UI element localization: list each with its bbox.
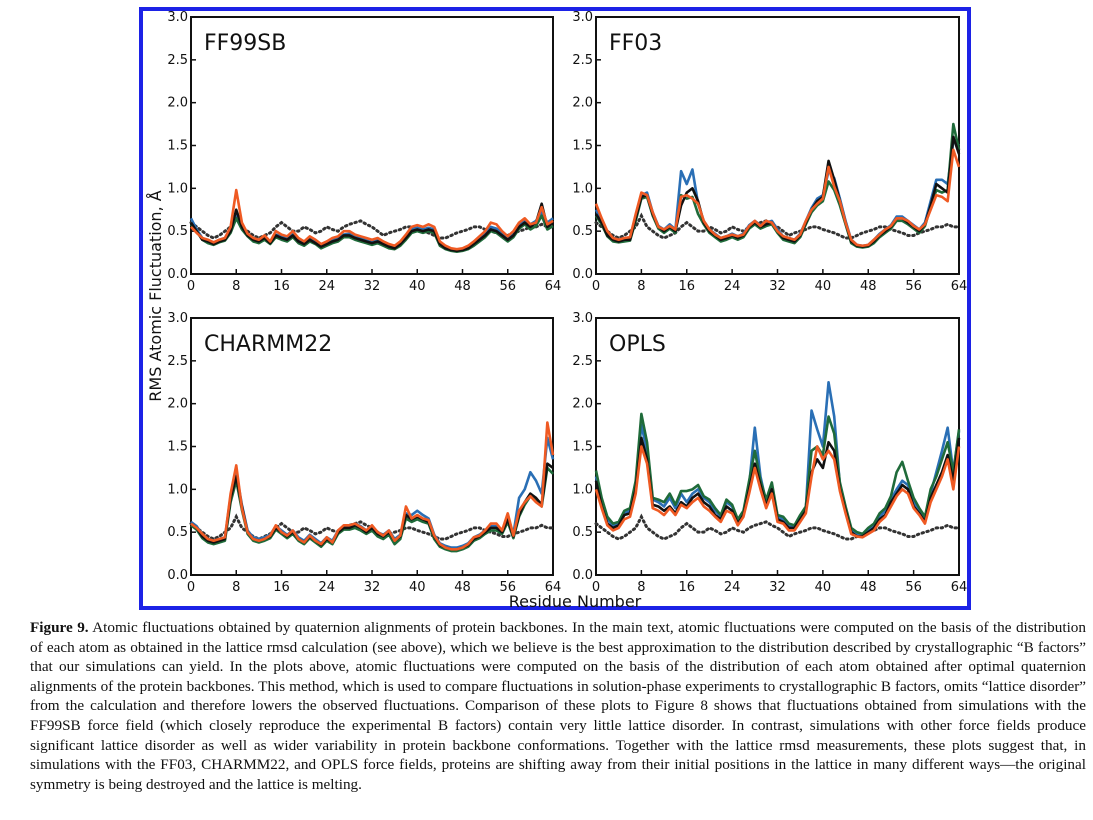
x-tick-label: 32 [364,580,381,595]
x-tick-label: 16 [273,580,290,595]
x-tick-label: 64 [545,279,562,294]
x-tick-label: 32 [769,279,786,294]
series-orange [594,445,961,539]
y-tick-label: 1.5 [572,440,593,455]
y-tick-label: 1.0 [167,181,188,196]
x-tick-label: 24 [318,279,335,294]
x-tick-label: 32 [769,580,786,595]
series-reference-dotted [594,212,961,240]
y-tick-label: 1.5 [572,139,593,154]
y-tick-label: 1.0 [572,181,593,196]
figure-frame [139,7,971,610]
y-tick-label: 1.5 [167,139,188,154]
y-tick-label: 2.5 [167,53,188,68]
series-orange [190,188,554,251]
x-tick-label: 16 [678,279,695,294]
y-tick-label: 1.0 [167,482,188,497]
panel-title: FF03 [609,31,662,56]
y-tick-label: 0.5 [572,525,593,540]
x-tick-label: 8 [637,580,645,595]
y-tick-label: 0.0 [572,267,593,282]
x-tick-label: 48 [454,279,471,294]
panel-ff03: 0.0 0.5 1.0 1.5 2.0 2.5 3.0 0 8 16 24 32 40 48 56 64 FF0… [572,10,967,294]
x-tick-label: 40 [409,580,426,595]
y-tick-label: 2.0 [167,397,188,412]
series-orange [594,148,961,248]
x-tick-label: 32 [364,279,381,294]
x-tick-label: 48 [860,580,877,595]
y-tick-label: 3.0 [167,311,188,326]
y-tick-label: 0.0 [167,568,188,583]
x-tick-label: 16 [273,279,290,294]
x-tick-label: 64 [545,580,562,595]
x-tick-label: 24 [724,279,741,294]
x-tick-label: 56 [905,279,922,294]
y-tick-label: 0.5 [572,224,593,239]
x-tick-label: 0 [592,580,600,595]
x-tick-label: 40 [815,279,832,294]
figure-caption: Figure 9. Atomic fluctuations obtained b… [30,618,1086,794]
panel-opls: 0.0 0.5 1.0 1.5 2.0 2.5 3.0 0 8 16 24 32 40 48 56 64 OPL… [572,311,967,595]
x-tick-label: 64 [951,580,968,595]
panel-title: CHARMM22 [204,332,332,357]
y-tick-label: 0.0 [572,568,593,583]
y-tick-label: 1.0 [572,482,593,497]
x-tick-label: 64 [951,279,968,294]
x-tick-label: 24 [724,580,741,595]
series-orange [190,421,555,551]
panel-title: OPLS [609,332,666,357]
series-reference-dotted [594,513,961,541]
y-tick-label: 3.0 [572,311,593,326]
x-tick-label: 56 [499,279,516,294]
panel-title: FF99SB [204,31,286,56]
x-tick-label: 48 [454,580,471,595]
series-black [189,202,554,253]
x-tick-label: 8 [232,279,240,294]
x-tick-label: 16 [678,580,695,595]
x-tick-label: 40 [815,580,832,595]
y-tick-label: 0.0 [167,267,188,282]
x-tick-label: 40 [409,279,426,294]
caption-text: Atomic fluctuations obtained by quaterni… [30,619,1086,793]
panel-ff99sb: 0.0 0.5 1.0 1.5 2.0 2.5 3.0 0 8 16 24 32 40 48 56 64 FF9… [167,10,561,294]
y-tick-label: 2.0 [167,96,188,111]
y-tick-label: 0.5 [167,525,188,540]
x-tick-label: 24 [318,580,335,595]
y-axis-label: RMS Atomic Fluctuation, Å [146,190,165,401]
y-tick-label: 1.5 [167,440,188,455]
x-tick-label: 8 [637,279,645,294]
y-tick-label: 2.0 [572,96,593,111]
y-tick-label: 3.0 [167,10,188,25]
x-tick-label: 56 [499,580,516,595]
y-tick-label: 3.0 [572,10,593,25]
x-tick-label: 0 [187,580,195,595]
x-tick-label: 48 [860,279,877,294]
x-tick-label: 0 [187,279,195,294]
y-tick-label: 2.5 [167,354,188,369]
y-tick-label: 2.5 [572,354,593,369]
y-tick-label: 2.5 [572,53,593,68]
x-axis-label: Residue Number [509,592,642,611]
x-tick-label: 56 [905,580,922,595]
y-tick-label: 0.5 [167,224,188,239]
panel-charmm22: 0.0 0.5 1.0 1.5 2.0 2.5 3.0 0 8 16 24 32 40 48 56 64 CHA… [167,311,561,595]
x-tick-label: 0 [592,279,600,294]
y-tick-label: 2.0 [572,397,593,412]
x-tick-label: 8 [232,580,240,595]
caption-label: Figure 9. [30,619,89,636]
figure-plots: 0.0 0.5 1.0 1.5 2.0 2.5 3.0 0 8 16 24 32 40 48 56 64 FF9… [146,10,967,611]
series-green [190,466,554,553]
